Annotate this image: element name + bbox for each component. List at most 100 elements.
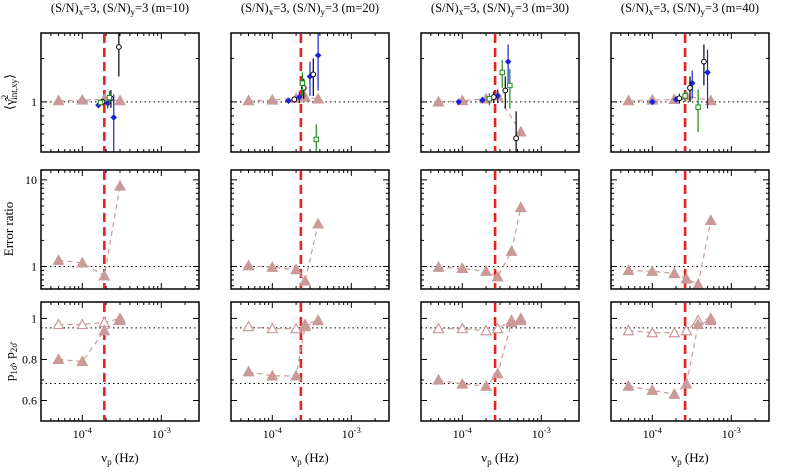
filled-triangle-marker — [52, 254, 65, 265]
y-tick-label: 1 — [31, 95, 37, 109]
x-tick-base: 10 — [643, 427, 655, 441]
panel-error_ratio-1: 1 10 — [25, 169, 200, 290]
open-circle-marker — [513, 135, 520, 142]
panel-frame — [420, 32, 580, 153]
open-triangle-marker — [432, 322, 445, 334]
title-subscript: y — [131, 7, 136, 17]
y-tick-label: 0.8 — [22, 352, 37, 366]
ylabel-part: ⟩ — [2, 74, 17, 79]
filled-triangle-marker — [491, 367, 504, 379]
series-p2- — [242, 314, 325, 334]
filled-triangle-marker — [704, 94, 717, 106]
connecting-line — [58, 185, 121, 277]
title-subscript: x — [459, 7, 464, 17]
y-tick-label: 1 — [31, 260, 37, 274]
open-triangle-marker — [52, 318, 65, 330]
open-square-marker — [313, 136, 319, 143]
x-tick-exponent: -4 — [465, 425, 473, 435]
open-triangle-marker — [668, 326, 681, 338]
panel-frame — [420, 301, 580, 422]
title-subscript: y — [511, 7, 516, 17]
open-square-marker — [486, 96, 493, 102]
x-tick-exponent: -4 — [275, 425, 283, 435]
panel-ratio-4 — [610, 32, 770, 153]
x-label-symbol: ν — [101, 450, 107, 465]
title-part: =3 (m=40) — [705, 1, 759, 15]
open-triangle-marker — [76, 318, 89, 330]
open-triangle-marker — [646, 326, 659, 338]
filled-triangle-marker — [514, 125, 527, 137]
open-square-marker — [695, 104, 701, 110]
x-label-unit: (Hz) — [302, 450, 329, 465]
x-axis-labels: νp (Hz) νp (Hz) νp (Hz) νp (Hz) — [101, 450, 708, 467]
row-y-labels: Error ratio ⟨γ̂2int,xy⟩ p1σ̂, p2σ̂ — [0, 74, 19, 381]
x-tick-base: 10 — [263, 427, 275, 441]
x-label-subscript: p — [677, 457, 682, 467]
title-subscript: y — [321, 7, 326, 17]
series-mean — [52, 93, 127, 106]
filled-triangle-marker — [514, 201, 527, 213]
x-tick-label: 10-4 — [453, 425, 473, 441]
open-square-marker — [97, 99, 104, 106]
probability-ylabel: p1σ̂, p2σ̂ — [2, 341, 19, 381]
x-tick-exponent: -3 — [544, 425, 551, 435]
open-triangle-marker — [622, 324, 635, 336]
series-error-ratio — [622, 214, 717, 290]
x-label-subscript: p — [297, 457, 302, 467]
ylabel-subscript: int,xy — [9, 79, 19, 100]
open-triangle-marker — [680, 324, 693, 336]
panel-ratio-3 — [420, 32, 580, 153]
connecting-line — [438, 95, 522, 133]
panel-frame — [40, 301, 200, 422]
ylabel-part: ⟨ — [2, 105, 17, 110]
filled-triangle-marker — [456, 377, 469, 389]
ylabel-subscript: 2σ̂ — [9, 341, 19, 352]
panel-probability-4: 10-4 10-3 — [610, 301, 770, 441]
ylabel-part: γ̂ — [2, 96, 17, 106]
error-ratio-ylabel: Error ratio — [1, 202, 16, 257]
x-tick-exponent: -4 — [655, 425, 663, 435]
column-titles: (S/N)x=3, (S/N)y=3 (m=10) (S/N)x=3, (S/N)… — [51, 1, 759, 17]
series-error-ratio — [432, 201, 527, 282]
x-tick-base: 10 — [152, 427, 164, 441]
filled-triangle-marker — [692, 318, 705, 330]
filled-triangle-marker — [299, 320, 312, 332]
title-part: =3 (m=20) — [325, 1, 379, 15]
filled-triangle-marker — [680, 272, 693, 284]
filled-triangle-marker — [98, 269, 111, 281]
filled-triangle-marker — [266, 369, 279, 381]
filled-triangle-marker — [456, 262, 469, 274]
column-title: (S/N)x=3, (S/N)y=3 (m=10) — [51, 1, 189, 17]
panel-probability-2: 10-4 10-3 — [230, 301, 390, 441]
filled-triangle-marker — [622, 94, 635, 106]
open-circle-marker — [701, 58, 707, 65]
panel-ratio-2 — [230, 32, 390, 153]
panel-frame — [230, 169, 390, 290]
panel-error_ratio-2 — [230, 169, 390, 290]
filled-triangle-marker — [622, 264, 635, 276]
x-tick-label: 10-3 — [152, 425, 171, 441]
connecting-line — [438, 207, 522, 278]
x-axis-label: νp (Hz) — [291, 450, 328, 467]
y-tick-label: 0.6 — [22, 393, 37, 407]
series-p1- — [242, 314, 325, 381]
filled-triangle-marker — [312, 314, 325, 326]
series-mean — [622, 89, 717, 106]
panel-frame — [40, 32, 200, 153]
diamond-marker — [704, 69, 711, 76]
series-green — [486, 60, 513, 109]
filled-triangle-marker — [299, 274, 312, 286]
filled-triangle-marker — [266, 93, 279, 105]
open-circle-marker — [490, 94, 497, 100]
series-green — [682, 89, 701, 132]
filled-triangle-marker — [480, 379, 493, 391]
diamond-marker — [314, 52, 322, 59]
filled-triangle-marker — [242, 365, 255, 377]
x-tick-exponent: -3 — [164, 425, 171, 435]
x-tick-base: 10 — [453, 427, 465, 441]
x-tick-base: 10 — [722, 427, 734, 441]
connecting-line — [58, 319, 121, 363]
x-tick-base: 10 — [342, 427, 354, 441]
